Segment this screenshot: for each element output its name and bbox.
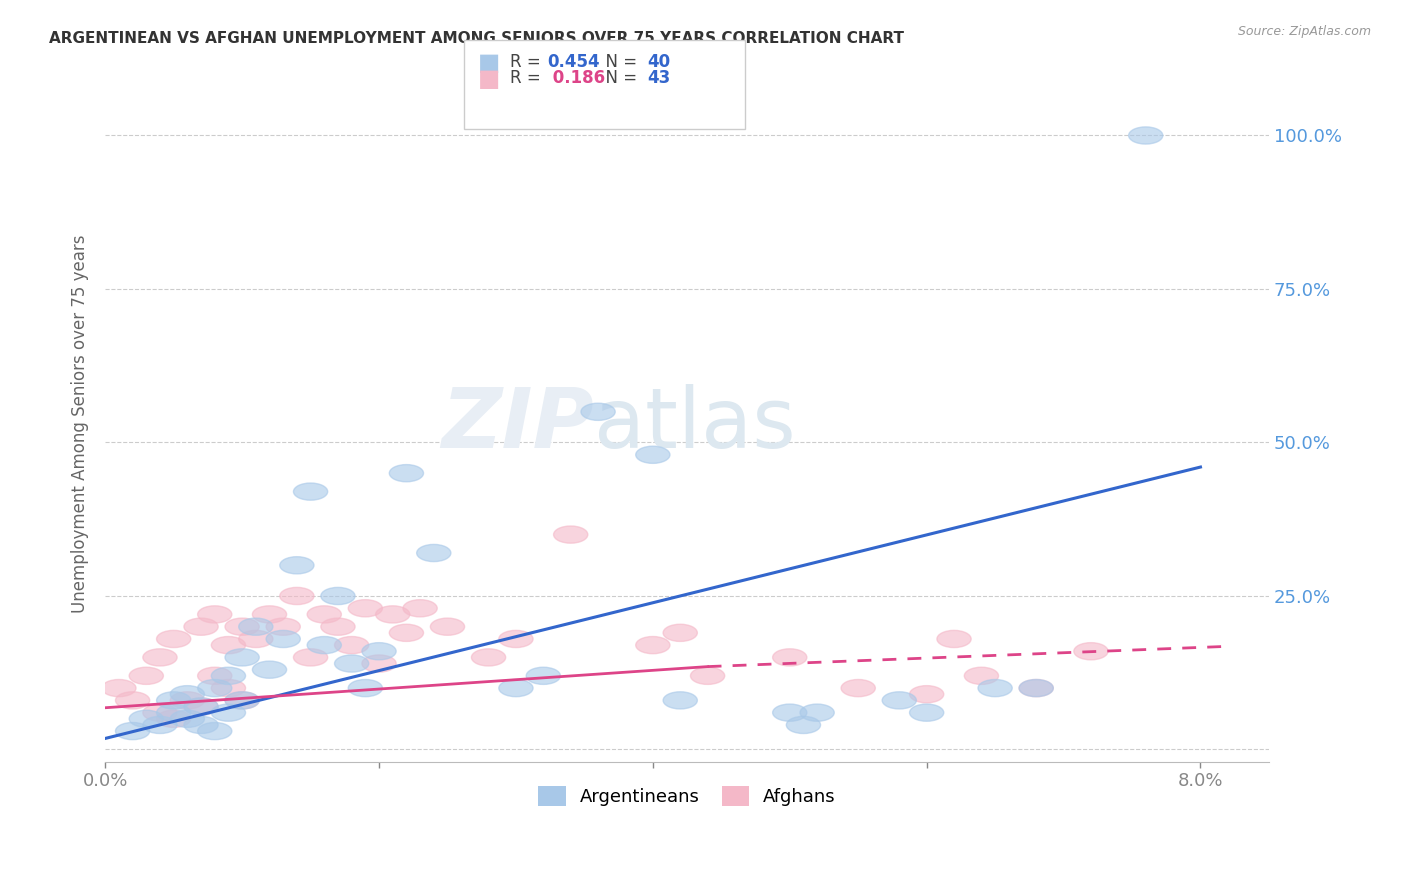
Ellipse shape [335,655,368,673]
Ellipse shape [499,680,533,697]
Ellipse shape [239,618,273,635]
Ellipse shape [375,606,409,623]
Ellipse shape [115,692,149,709]
Ellipse shape [225,692,259,709]
Text: N =: N = [595,69,643,87]
Text: 40: 40 [647,53,669,70]
Ellipse shape [965,667,998,684]
Ellipse shape [211,704,246,722]
Ellipse shape [349,599,382,617]
Ellipse shape [143,648,177,666]
Ellipse shape [307,606,342,623]
Y-axis label: Unemployment Among Seniors over 75 years: Unemployment Among Seniors over 75 years [72,235,89,614]
Text: ■: ■ [478,51,501,75]
Ellipse shape [526,667,561,684]
Text: N =: N = [595,53,643,70]
Ellipse shape [800,704,834,722]
Ellipse shape [239,631,273,648]
Ellipse shape [225,618,259,635]
Ellipse shape [335,637,368,654]
Ellipse shape [321,618,356,635]
Ellipse shape [979,680,1012,697]
Ellipse shape [554,526,588,543]
Ellipse shape [636,446,669,463]
Ellipse shape [773,704,807,722]
Ellipse shape [115,723,149,739]
Ellipse shape [266,618,301,635]
Text: R =: R = [510,53,547,70]
Ellipse shape [786,716,821,733]
Ellipse shape [280,557,314,574]
Ellipse shape [1019,680,1053,697]
Ellipse shape [664,692,697,709]
Ellipse shape [664,624,697,641]
Text: ZIP: ZIP [441,384,593,465]
Ellipse shape [581,403,616,420]
Ellipse shape [636,637,669,654]
Ellipse shape [143,704,177,722]
Ellipse shape [129,667,163,684]
Ellipse shape [198,667,232,684]
Ellipse shape [294,648,328,666]
Ellipse shape [1074,642,1108,660]
Ellipse shape [198,723,232,739]
Legend: Argentineans, Afghans: Argentineans, Afghans [531,780,844,814]
Ellipse shape [156,631,191,648]
Ellipse shape [170,710,204,727]
Ellipse shape [129,710,163,727]
Ellipse shape [1019,680,1053,697]
Ellipse shape [882,692,917,709]
Ellipse shape [184,698,218,715]
Ellipse shape [198,680,232,697]
Ellipse shape [211,680,246,697]
Ellipse shape [211,637,246,654]
Text: atlas: atlas [593,384,796,465]
Ellipse shape [225,648,259,666]
Text: 0.186: 0.186 [547,69,605,87]
Ellipse shape [430,618,464,635]
Ellipse shape [156,692,191,709]
Ellipse shape [211,667,246,684]
Ellipse shape [170,686,204,703]
Text: ■: ■ [478,67,501,91]
Ellipse shape [294,483,328,500]
Text: Source: ZipAtlas.com: Source: ZipAtlas.com [1237,25,1371,38]
Ellipse shape [690,667,724,684]
Ellipse shape [156,710,191,727]
Ellipse shape [198,606,232,623]
Ellipse shape [389,465,423,482]
Ellipse shape [416,544,451,562]
Ellipse shape [321,588,356,605]
Ellipse shape [361,642,396,660]
Ellipse shape [773,648,807,666]
Ellipse shape [184,698,218,715]
Text: 43: 43 [647,69,671,87]
Ellipse shape [404,599,437,617]
Ellipse shape [910,704,943,722]
Ellipse shape [170,692,204,709]
Ellipse shape [280,588,314,605]
Ellipse shape [184,716,218,733]
Ellipse shape [101,680,136,697]
Ellipse shape [841,680,876,697]
Text: R =: R = [510,69,547,87]
Ellipse shape [389,624,423,641]
Ellipse shape [266,631,301,648]
Ellipse shape [253,661,287,678]
Ellipse shape [184,618,218,635]
Ellipse shape [156,704,191,722]
Ellipse shape [361,655,396,673]
Ellipse shape [1129,127,1163,145]
Ellipse shape [349,680,382,697]
Ellipse shape [307,637,342,654]
Ellipse shape [253,606,287,623]
Text: ARGENTINEAN VS AFGHAN UNEMPLOYMENT AMONG SENIORS OVER 75 YEARS CORRELATION CHART: ARGENTINEAN VS AFGHAN UNEMPLOYMENT AMONG… [49,31,904,46]
Ellipse shape [910,686,943,703]
Ellipse shape [499,631,533,648]
Ellipse shape [225,692,259,709]
Ellipse shape [471,648,506,666]
Ellipse shape [936,631,972,648]
Text: 0.454: 0.454 [547,53,599,70]
Ellipse shape [143,716,177,733]
